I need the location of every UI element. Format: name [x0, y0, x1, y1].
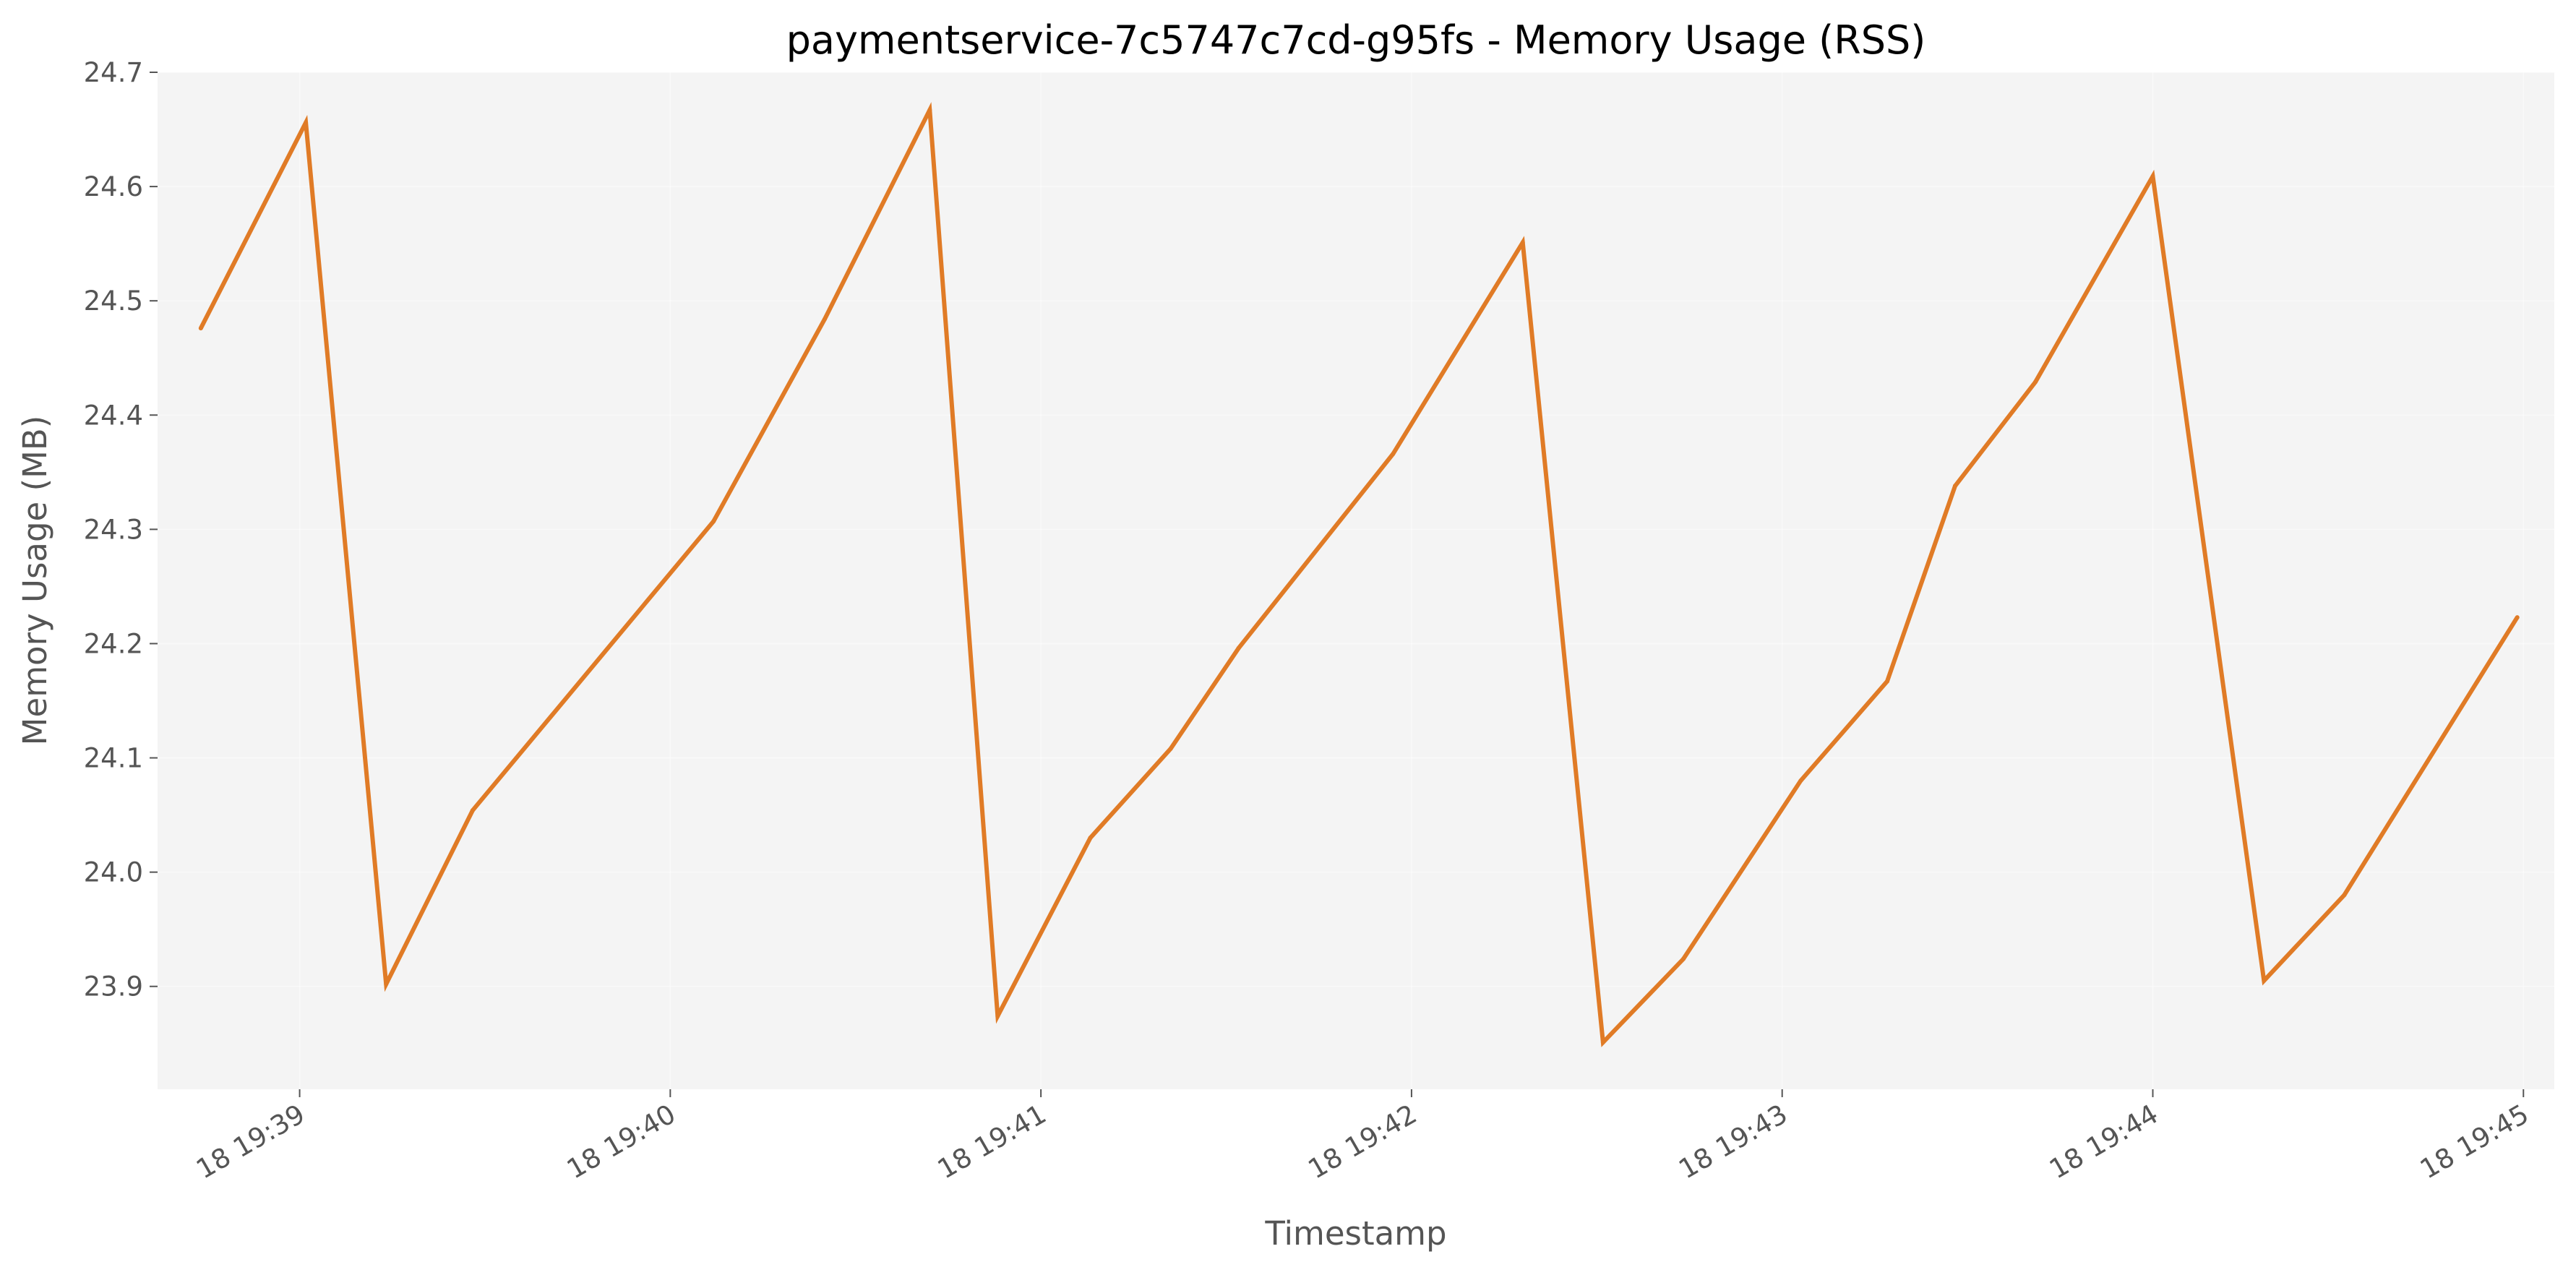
x-tick-label: 18 19:43: [1673, 1099, 1793, 1185]
x-tick-label: 18 19:41: [932, 1099, 1052, 1185]
data-point: [2150, 173, 2155, 179]
grid-lines: [158, 72, 2554, 1089]
y-tick-label: 24.0: [84, 857, 143, 888]
data-point: [711, 519, 716, 524]
data-point: [2342, 893, 2347, 898]
data-point: [1600, 1040, 1605, 1045]
x-tick-label: 18 19:44: [2044, 1099, 2163, 1185]
x-tick-label: 18 19:42: [1303, 1099, 1422, 1185]
y-axis-ticks: 23.9 24.0 24.1 24.2 24.3 24.4 24.5 24.6 24.7: [84, 57, 158, 1003]
y-tick-label: 24.4: [84, 400, 143, 431]
data-point: [1680, 956, 1686, 961]
series-points: [198, 108, 2520, 1045]
data-point: [1953, 484, 1957, 489]
y-tick-label: 24.3: [84, 514, 143, 545]
y-tick-label: 24.1: [84, 743, 143, 774]
x-tick-label: 18 19:40: [562, 1099, 681, 1185]
data-point: [470, 808, 475, 813]
plot-area: [158, 72, 2554, 1089]
y-tick-label: 24.6: [84, 171, 143, 202]
data-point: [1391, 452, 1396, 457]
data-point: [1520, 240, 1525, 245]
y-tick-label: 24.5: [84, 286, 143, 317]
data-point: [1798, 778, 1803, 784]
data-point: [1088, 836, 1093, 841]
x-axis-label: Timestamp: [1264, 1214, 1446, 1253]
data-point: [1168, 746, 1173, 751]
y-tick-label: 23.9: [84, 971, 143, 1003]
y-tick-label: 24.7: [84, 57, 143, 88]
data-point: [1236, 645, 1241, 651]
data-point: [2515, 615, 2520, 620]
y-tick-label: 24.2: [84, 628, 143, 659]
data-point: [198, 326, 203, 331]
data-point: [2033, 379, 2038, 385]
data-point: [384, 982, 389, 987]
data-point: [927, 108, 932, 113]
data-point: [1884, 679, 1889, 684]
data-point: [995, 1013, 1000, 1018]
y-axis-label: Memory Usage (MB): [16, 416, 54, 746]
data-point: [304, 120, 309, 125]
data-point: [2262, 978, 2267, 983]
data-point: [823, 317, 828, 322]
x-tick-label: 18 19:45: [2415, 1099, 2534, 1185]
x-axis-ticks: 18 19:39 18 19:40 18 19:41 18 19:42 18 19:43…: [191, 1089, 2534, 1185]
chart-title: paymentservice-7c5747c7cd-g95fs - Memory…: [786, 17, 1926, 63]
x-tick-label: 18 19:39: [191, 1099, 310, 1185]
